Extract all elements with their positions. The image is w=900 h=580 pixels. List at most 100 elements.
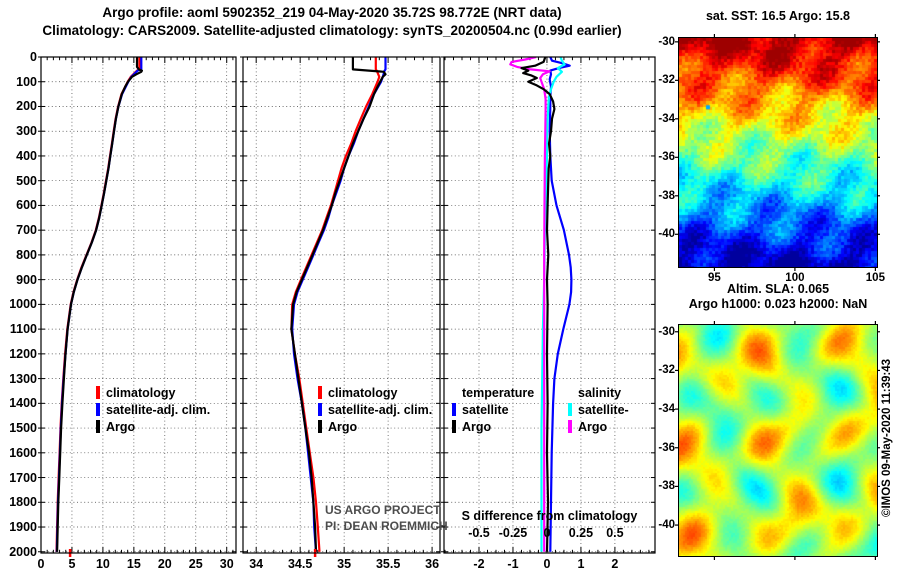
- salinity-profile-xtick-label: 34.5: [287, 557, 313, 571]
- legend-line-marker: [318, 386, 322, 399]
- temperature-legend: climatology satellite-adj. clim. Argo: [96, 384, 210, 435]
- depth-axis-label: 1300: [9, 371, 37, 386]
- depth-axis-label: 1500: [9, 421, 37, 436]
- depth-axis-label: 500: [16, 173, 37, 188]
- legend-line-marker: [96, 420, 100, 433]
- depth-axis-label: 200: [16, 99, 37, 114]
- depth-axis-label: 400: [16, 148, 37, 163]
- diff-temperature-legend: temperature satellite Argo: [452, 384, 534, 435]
- legend-header: temperature: [452, 384, 534, 401]
- legend-item: satellite: [452, 401, 534, 418]
- salinity-profile-xtick-label: 35: [337, 557, 352, 571]
- depth-axis-label: 900: [16, 272, 37, 287]
- salinity-profile-xtick-label: 36: [425, 557, 440, 571]
- difference-profile-xtick-label: -2: [473, 557, 485, 571]
- legend-spacer: [452, 386, 456, 399]
- page-title: Argo profile: aoml 5902352_219 04-May-20…: [102, 5, 562, 20]
- legend-line-marker: [318, 403, 322, 416]
- project-name: US ARGO PROJECT: [325, 503, 441, 517]
- legend-item: Argo: [318, 418, 432, 435]
- temperature-profile-xtick-label: 20: [157, 557, 172, 571]
- depth-axis-label: 1400: [9, 396, 37, 411]
- legend-line-marker: [452, 403, 456, 416]
- sla-map-ytick-label: -36: [658, 441, 675, 454]
- legend-item: climatology: [96, 384, 210, 401]
- sla-map-ytick-label: -32: [658, 364, 675, 377]
- legend-item: Argo: [96, 418, 210, 435]
- salinity-profile: [240, 56, 441, 557]
- s-diff-axis-tick-label: 0.5: [606, 526, 624, 540]
- sla-map-ytick-label: -40: [658, 519, 675, 532]
- depth-axis-label: 600: [16, 198, 37, 213]
- legend-line-marker: [96, 386, 100, 399]
- temperature-profile-xtick-label: 5: [68, 557, 76, 571]
- legend-label: salinity: [578, 385, 622, 400]
- legend-label: Argo: [462, 419, 492, 434]
- depth-axis-label: 1800: [9, 495, 37, 510]
- sst-map-ytick-label: -30: [658, 35, 675, 48]
- legend-label: climatology: [106, 385, 176, 400]
- temperature-profile-xtick-label: 15: [126, 557, 141, 571]
- salinity-profile-xtick-label: 35.5: [375, 557, 401, 571]
- sst-map-ytick-label: -36: [658, 151, 675, 164]
- s-diff-axis-tick-label: 0: [543, 526, 551, 540]
- depth-axis-label: 1700: [9, 470, 37, 485]
- sst-map-ytick-label: -40: [658, 228, 675, 241]
- legend-item: satellite-adj. clim.: [96, 401, 210, 418]
- depth-axis-label: 1900: [9, 520, 37, 535]
- legend-line-marker: [318, 420, 322, 433]
- argo-dynamic-height: Argo h1000: 0.023 h2000: NaN: [688, 297, 868, 311]
- sla-value: Altim. SLA: 0.065: [726, 282, 830, 296]
- temperature-profile-xtick-label: 0: [37, 557, 45, 571]
- legend-label: Argo: [578, 419, 608, 434]
- series-temperature-argo-diff: [520, 57, 556, 552]
- legend-line-marker: [452, 420, 456, 433]
- s-difference-title: S difference from climatology: [461, 509, 638, 523]
- depth-axis-label: 1000: [9, 297, 37, 312]
- sst-map-xtick-label: 100: [785, 272, 805, 284]
- salinity-profile-xtick-label: 34: [249, 557, 264, 571]
- sst-header: sat. SST: 16.5 Argo: 15.8: [705, 9, 851, 23]
- temperature-profile-xtick-label: 10: [95, 557, 110, 571]
- salinity-legend: climatology satellite-adj. clim. Argo: [318, 384, 432, 435]
- depth-axis-label: 300: [16, 124, 37, 139]
- series-argo: [290, 57, 387, 552]
- legend-item: climatology: [318, 384, 432, 401]
- sst-map-ytick-label: -38: [658, 189, 675, 202]
- series-temperature-satellite-diff: [548, 57, 573, 552]
- legend-label: Argo: [328, 419, 358, 434]
- legend-line-marker: [568, 403, 572, 416]
- project-annotation: US ARGO PROJECT PI: DEAN ROEMMICH: [325, 503, 448, 534]
- depth-axis-label: 2000: [9, 544, 37, 559]
- depth-axis-label: 100: [16, 74, 37, 89]
- sla-map: [678, 324, 878, 557]
- legend-item: satellite-adj. clim.: [318, 401, 432, 418]
- difference-profile-xtick-label: 0: [543, 557, 551, 571]
- sst-map-axes: [675, 34, 880, 271]
- legend-label: satellite: [462, 402, 509, 417]
- sst-map-ytick-label: -32: [658, 74, 675, 87]
- legend-label: Argo: [106, 419, 136, 434]
- series-climatology: [55, 57, 141, 552]
- sla-map-ytick-label: -30: [658, 325, 675, 338]
- legend-item: Argo: [452, 418, 534, 435]
- sla-map-ytick-label: -38: [658, 480, 675, 493]
- depth-axis-label: 1100: [9, 322, 37, 337]
- temperature-profile-xtick-label: 25: [188, 557, 203, 571]
- legend-header: salinity: [568, 384, 629, 401]
- diff-salinity-legend: salinity satellite- Argo: [568, 384, 629, 435]
- s-diff-axis-tick-label: 0.25: [568, 526, 594, 540]
- legend-item: satellite-: [568, 401, 629, 418]
- legend-label: satellite-adj. clim.: [106, 402, 211, 417]
- s-diff-axis-tick-label: -0.5: [468, 526, 490, 540]
- legend-label: temperature: [462, 385, 535, 400]
- difference-profile-xtick-label: -1: [507, 557, 519, 571]
- sla-map-ytick-label: -34: [658, 403, 675, 416]
- copyright-stamp: ©IMOS 09-May-2020 11:39:43: [881, 358, 893, 518]
- legend-label: satellite-adj. clim.: [328, 402, 433, 417]
- depth-axis-label: 1200: [9, 346, 37, 361]
- page-subtitle: Climatology: CARS2009. Satellite-adjuste…: [42, 23, 622, 38]
- depth-axis-label: 800: [16, 247, 37, 262]
- sst-map-xtick-label: 95: [708, 272, 721, 284]
